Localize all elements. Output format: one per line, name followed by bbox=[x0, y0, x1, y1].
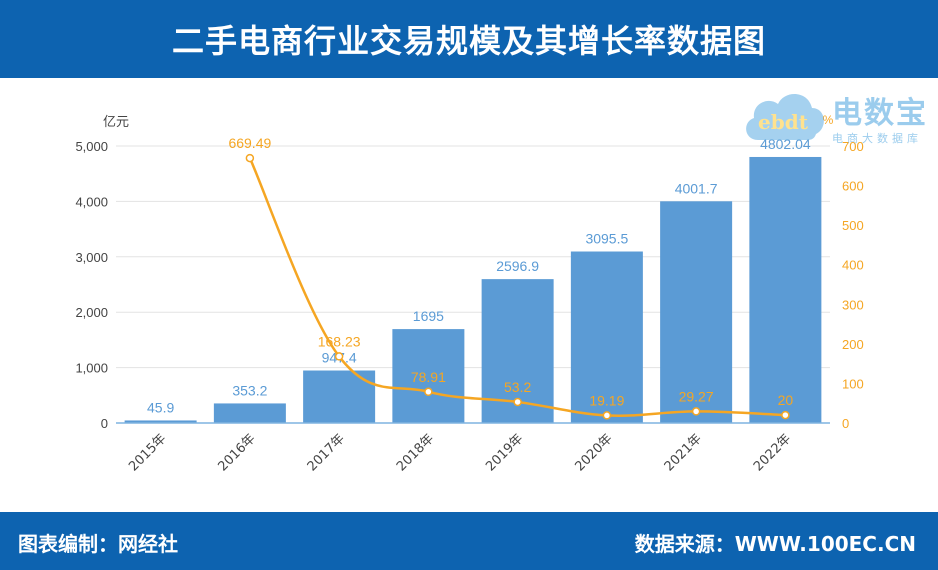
bar bbox=[124, 420, 197, 423]
x-tick-label: 2017年 bbox=[305, 431, 348, 474]
right-tick-label: 300 bbox=[842, 297, 864, 312]
line-point bbox=[602, 411, 612, 420]
bar bbox=[303, 370, 376, 423]
x-tick-label: 2021年 bbox=[662, 431, 705, 474]
line-point bbox=[245, 153, 255, 163]
line-value-label: 168.23 bbox=[318, 333, 361, 349]
bar-value-label: 1695 bbox=[413, 308, 444, 324]
bar bbox=[660, 201, 733, 423]
left-tick-label: 4,000 bbox=[75, 194, 108, 209]
footer-source: 数据来源：WWW.100EC.CN bbox=[634, 532, 916, 556]
bar-value-label: 45.9 bbox=[147, 399, 174, 415]
right-axis-unit: % bbox=[823, 113, 834, 127]
bar-value-label: 4802.04 bbox=[760, 136, 811, 152]
footer-credit: 图表编制：网经社 bbox=[18, 532, 178, 556]
right-tick-label: 0 bbox=[842, 416, 849, 431]
watermark-title: 电数宝 bbox=[832, 96, 928, 131]
x-tick-label: 2018年 bbox=[394, 431, 437, 474]
watermark-logo: ebdt 电数宝 电商大数据库 bbox=[740, 82, 930, 152]
left-tick-label: 5,000 bbox=[75, 139, 108, 154]
left-tick-label: 0 bbox=[101, 416, 108, 431]
right-tick-label: 600 bbox=[842, 179, 864, 194]
right-tick-label: 700 bbox=[842, 139, 864, 154]
left-tick-label: 2,000 bbox=[75, 305, 108, 320]
bar bbox=[749, 156, 822, 423]
x-tick-label: 2019年 bbox=[483, 431, 526, 474]
bar-value-label: 3095.5 bbox=[585, 231, 628, 247]
line-value-label: 29.27 bbox=[679, 388, 714, 404]
line-value-label: 669.49 bbox=[228, 135, 271, 151]
page-title: 二手电商行业交易规模及其增长率数据图 bbox=[171, 22, 766, 60]
footer-bar: 图表编制：网经社 数据来源：WWW.100EC.CN bbox=[0, 512, 938, 570]
x-tick-label: 2015年 bbox=[126, 431, 169, 474]
right-tick-label: 200 bbox=[842, 337, 864, 352]
cloud-icon bbox=[746, 93, 824, 140]
bar bbox=[392, 329, 465, 423]
line-point bbox=[334, 352, 344, 361]
right-tick-label: 100 bbox=[842, 376, 864, 391]
x-tick-label: 2020年 bbox=[573, 431, 616, 474]
line-point bbox=[513, 397, 522, 407]
x-tick-label: 2022年 bbox=[751, 431, 794, 474]
line-value-label: 19.19 bbox=[589, 392, 624, 408]
watermark-latin: ebdt bbox=[758, 110, 808, 134]
bar-value-label: 2596.9 bbox=[496, 258, 539, 274]
left-axis-unit: 亿元 bbox=[103, 115, 129, 130]
line-value-label: 20 bbox=[778, 392, 794, 408]
x-tick-label: 2016年 bbox=[216, 431, 259, 474]
header-bar: 二手电商行业交易规模及其增长率数据图 bbox=[0, 0, 938, 78]
left-tick-label: 1,000 bbox=[75, 361, 108, 376]
combo-chart: 0 1,000 2,000 3,000 4,000 5,000 亿元 0 100 200 300 40… bbox=[75, 113, 864, 474]
bar bbox=[213, 403, 286, 423]
line-point bbox=[691, 407, 701, 416]
line-value-label: 78.91 bbox=[411, 369, 446, 385]
right-tick-label: 400 bbox=[842, 258, 864, 273]
line-value-label: 53.2 bbox=[504, 379, 531, 395]
line-point bbox=[781, 410, 790, 420]
watermark-subtitle: 电商大数据库 bbox=[832, 132, 922, 145]
bar bbox=[570, 251, 643, 423]
left-tick-label: 3,000 bbox=[75, 250, 108, 265]
bar-value-label: 4001.7 bbox=[675, 180, 718, 196]
line-point bbox=[424, 387, 433, 397]
bar-value-label: 353.2 bbox=[232, 382, 267, 398]
right-tick-label: 500 bbox=[842, 218, 864, 233]
